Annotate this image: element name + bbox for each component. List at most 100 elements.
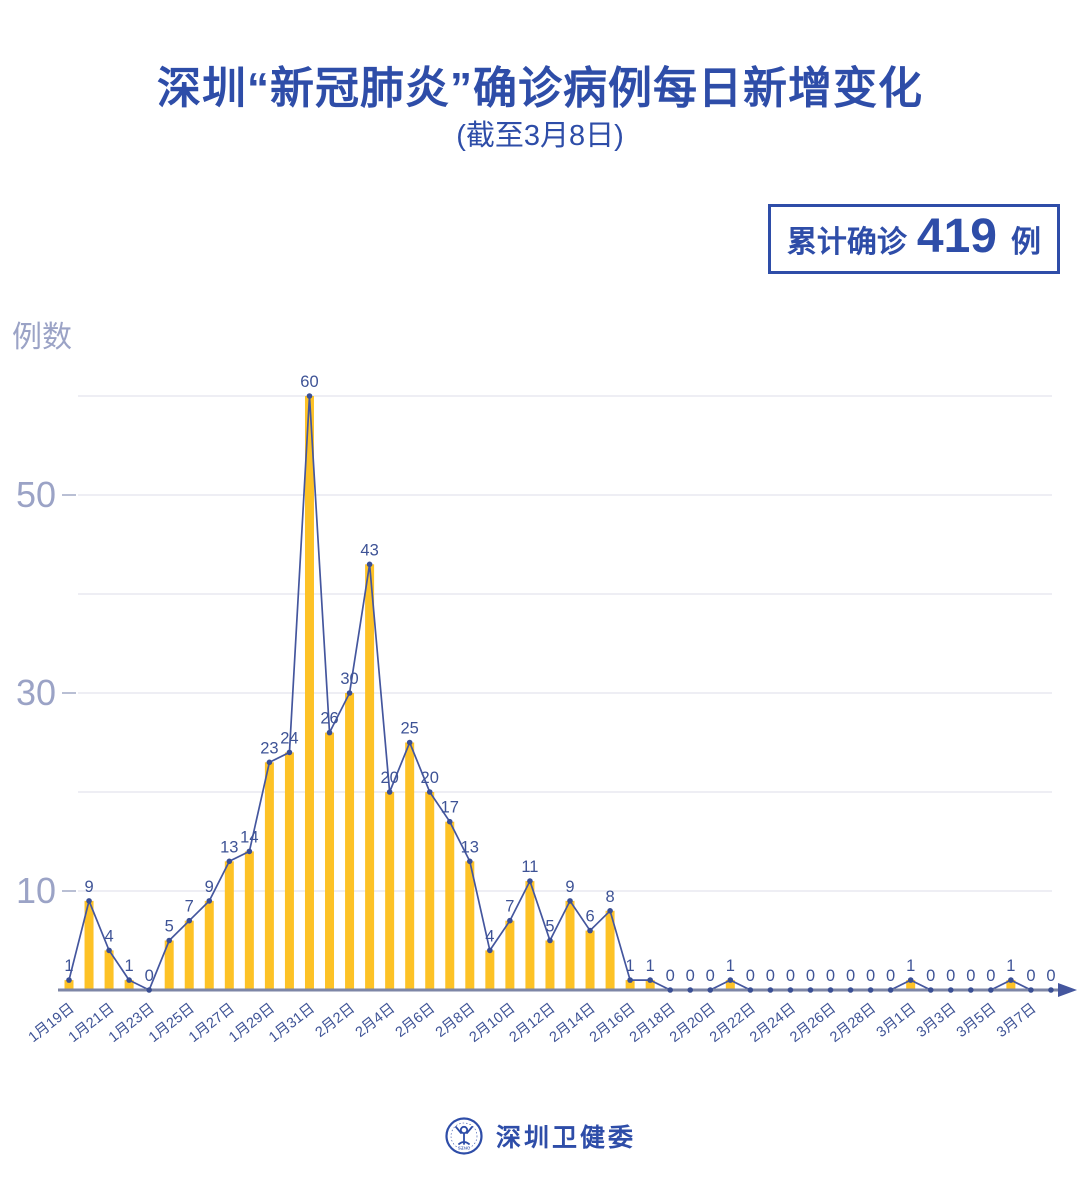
data-point-label: 0: [986, 967, 995, 985]
badge-suffix: 例: [1011, 226, 1041, 259]
data-point-label: 0: [826, 967, 835, 985]
data-point: [787, 987, 794, 993]
data-point: [827, 987, 834, 993]
bar: [585, 930, 595, 990]
data-point: [807, 987, 814, 993]
bar: [625, 980, 635, 990]
bar: [645, 980, 655, 990]
data-point: [206, 898, 213, 904]
data-point-label: 0: [766, 967, 775, 985]
data-point: [406, 739, 413, 746]
bar: [505, 920, 515, 990]
x-tick-label: 3月7日: [994, 1001, 1039, 1041]
data-point: [767, 987, 774, 993]
data-point: [226, 858, 233, 865]
data-point: [687, 987, 694, 993]
bar: [425, 792, 435, 990]
data-point: [266, 759, 273, 766]
cumulative-total-badge: 累计确诊 419 例: [767, 204, 1060, 274]
data-point-label: 4: [104, 927, 113, 945]
bar: [224, 861, 234, 990]
data-point: [707, 987, 714, 993]
data-point-label: 26: [320, 710, 338, 728]
data-point: [887, 987, 894, 993]
data-point-label: 4: [485, 927, 494, 945]
data-point-label: 0: [1026, 967, 1035, 985]
data-point-label: 0: [866, 967, 875, 985]
data-point-label: 1: [626, 957, 635, 975]
data-point-label: 6: [585, 908, 594, 926]
data-point: [968, 987, 974, 993]
data-point-label: 0: [786, 967, 795, 985]
data-point: [66, 977, 72, 983]
bar: [184, 920, 194, 990]
data-point-label: 13: [461, 838, 479, 856]
data-point-label: 7: [505, 898, 514, 916]
data-point-label: 0: [966, 967, 975, 985]
data-point: [607, 908, 613, 914]
data-point-label: 11: [521, 858, 538, 876]
data-point-label: 23: [260, 739, 278, 757]
data-point-label: 1: [646, 957, 655, 975]
bar: [124, 980, 134, 990]
bar: [445, 821, 455, 990]
data-point-label: 20: [421, 769, 439, 787]
data-point-label: 9: [565, 878, 574, 896]
page-subtitle: (截至3月8日): [456, 120, 624, 152]
data-point: [186, 917, 193, 924]
data-point-label: 0: [1046, 967, 1055, 985]
data-point: [507, 917, 513, 924]
bar: [64, 980, 74, 990]
bar: [284, 752, 294, 990]
x-tick-label: 3月1日: [874, 1001, 919, 1041]
data-point-label: 7: [185, 898, 194, 916]
bar: [465, 861, 475, 990]
data-point: [927, 987, 934, 993]
data-point-label: 0: [666, 967, 675, 985]
badge-prefix: 累计确诊: [786, 226, 907, 259]
data-point: [366, 561, 373, 568]
bar: [104, 950, 114, 990]
data-point-label: 1: [726, 957, 735, 975]
y-tick-label: 50: [16, 474, 56, 515]
data-point-label: 0: [886, 967, 895, 985]
badge-total-value: 419: [916, 210, 997, 263]
data-point: [426, 789, 433, 795]
data-point: [988, 987, 994, 993]
bar: [264, 762, 274, 990]
data-point: [667, 987, 673, 993]
bar: [1006, 980, 1016, 990]
data-point: [166, 937, 172, 944]
data-point: [847, 987, 854, 993]
data-point-label: 1: [906, 957, 915, 975]
data-point-label: 9: [84, 878, 93, 896]
axis-arrow-icon: [1058, 983, 1077, 997]
bar: [385, 792, 395, 990]
bar: [304, 396, 314, 990]
data-point-label: 0: [746, 967, 755, 985]
bar: [164, 940, 174, 990]
data-point-label: 14: [240, 828, 258, 846]
data-point: [346, 690, 353, 696]
data-point-label: 60: [300, 373, 318, 391]
data-point: [567, 898, 573, 904]
data-point-label: 30: [340, 670, 358, 688]
data-point: [727, 977, 734, 983]
y-axis-label: 例数: [12, 321, 72, 354]
data-point-label: 5: [545, 918, 554, 936]
data-point-label: 1: [1006, 957, 1015, 975]
bar: [325, 732, 335, 990]
data-point: [467, 858, 473, 865]
data-point: [867, 987, 874, 993]
bar: [545, 940, 555, 990]
bar: [365, 564, 375, 990]
data-point: [86, 898, 92, 904]
data-point-label: 0: [946, 967, 955, 985]
data-point: [547, 937, 553, 944]
data-point: [587, 927, 593, 934]
data-point-label: 0: [846, 967, 855, 985]
data-point: [326, 729, 333, 736]
data-point-label: 9: [205, 878, 214, 896]
data-point: [1028, 987, 1034, 993]
